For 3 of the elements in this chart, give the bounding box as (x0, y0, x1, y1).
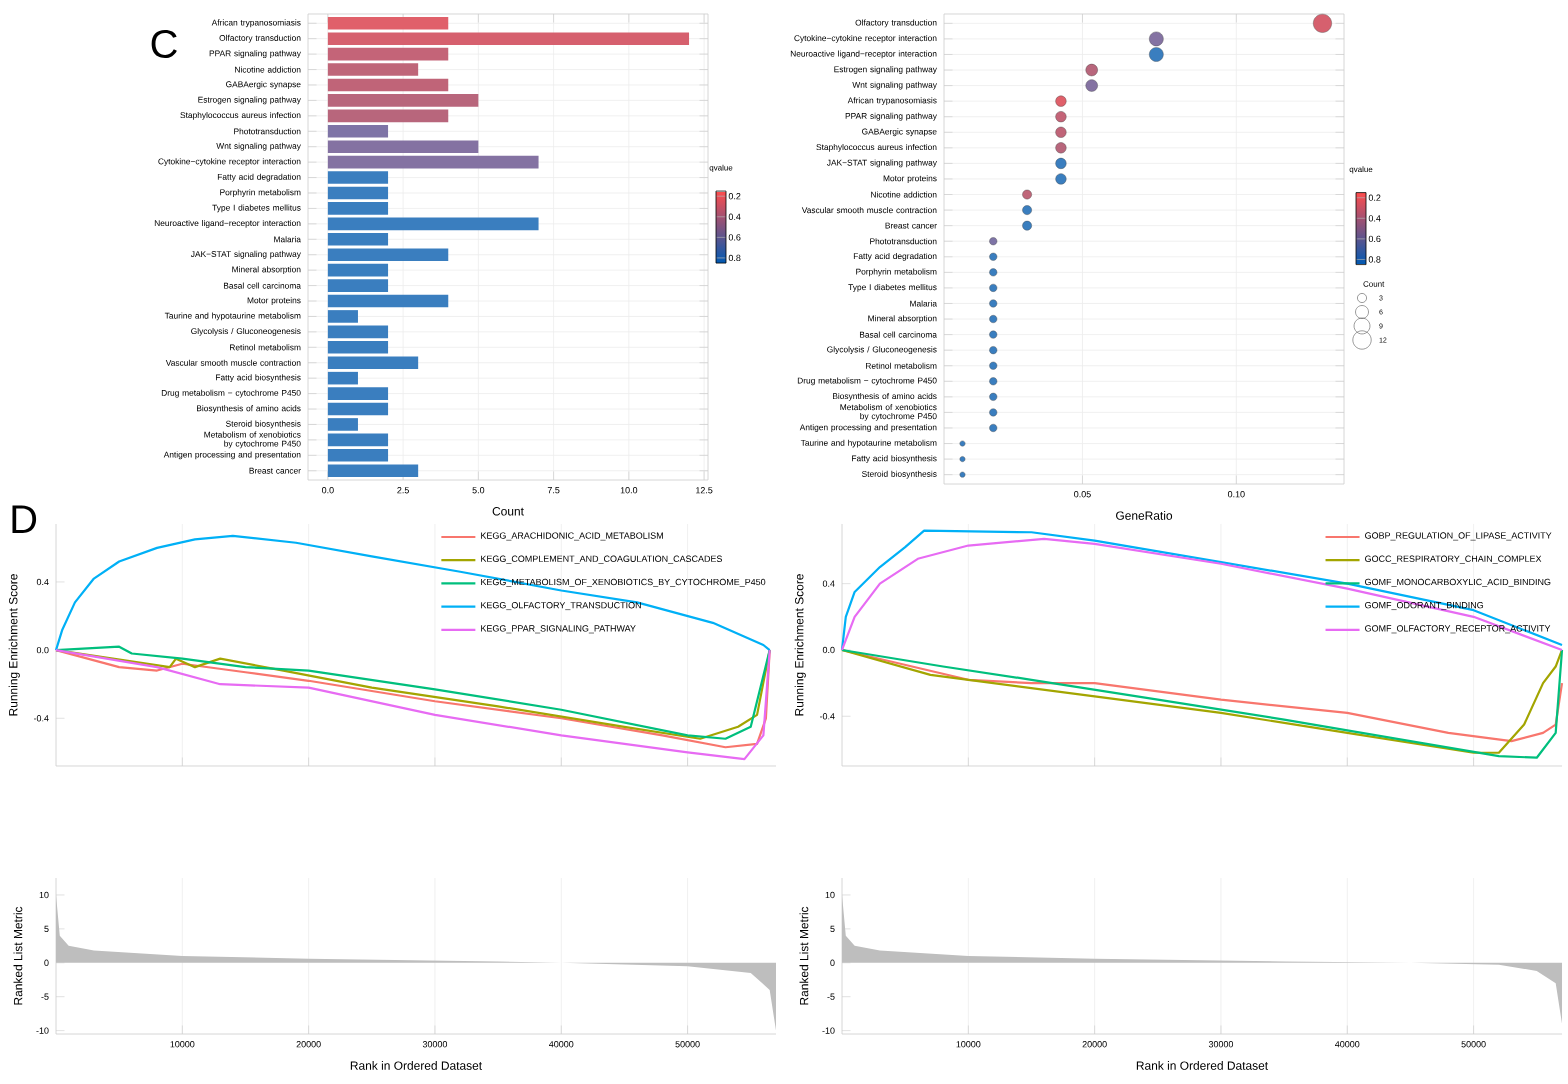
chart-title: D (12, 505, 37, 534)
chart-title: C (151, 29, 177, 59)
line-series (54, 534, 771, 652)
